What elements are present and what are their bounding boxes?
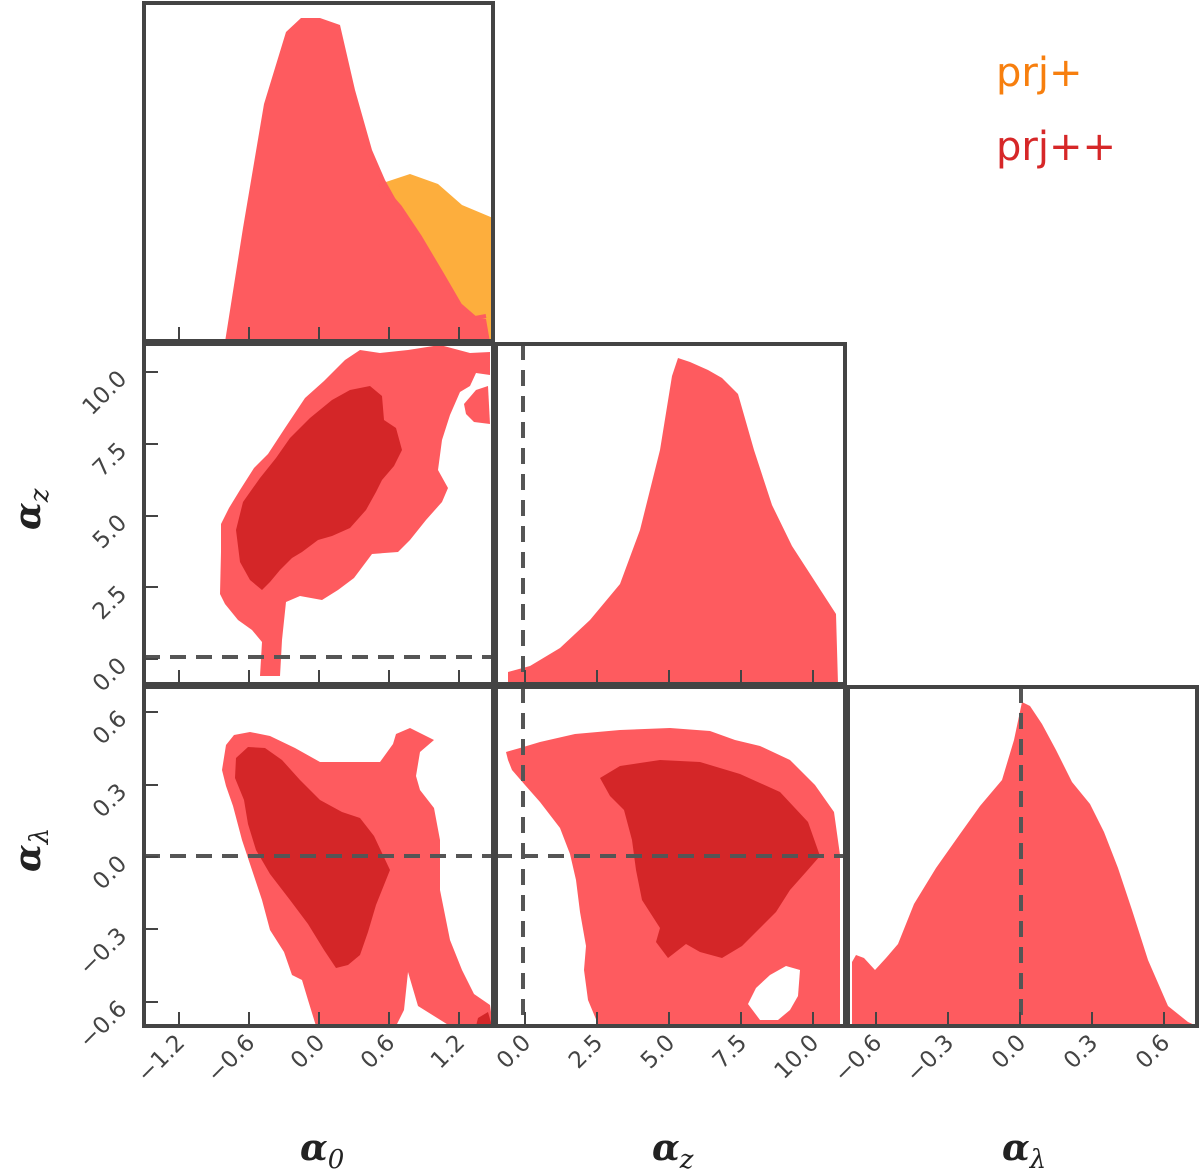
contour-alphaz-alphalambda-68 [600,760,820,958]
panel-alphalambda-marginal [846,685,1199,1028]
tick-label: 0.3 [88,779,132,823]
ticks-panel-alpha0-alphalambda [144,711,460,1026]
contour-alphaz-alphalambda-95-hole [748,966,800,1020]
tick-label: 0.3 [1059,1030,1103,1074]
tick-label: 7.5 [708,1030,752,1074]
tick-label: 0.0 [987,1030,1031,1074]
legend-entry-prj-pp: prj++ [996,124,1116,170]
frame-alpha0-marginal [142,1,495,343]
panel-alphaz-marginal [494,342,847,686]
contour-alpha0-alphaz-95-island [464,386,490,424]
tick-label: 5.0 [636,1030,680,1074]
tick-labels-y-alphaz: 10.0 7.5 5.0 2.5 0.0 [78,366,133,697]
tick-labels-x-alphalambda: −0.6 −0.3 0.0 0.3 0.6 [829,1030,1175,1088]
tick-label: 5.0 [88,510,132,554]
frame-alpha0-alphalambda [142,685,495,1028]
tick-labels-x-alpha0: −1.2 −0.6 0.0 0.6 1.2 [132,1030,470,1088]
tick-label: −0.6 [74,996,132,1054]
tick-labels-x-alphaz: 0.0 2.5 5.0 7.5 10.0 [492,1030,824,1085]
x-axis-label-alphaz: αz [652,1127,694,1175]
tick-label: 0.0 [286,1030,330,1074]
tick-label: 10.0 [770,1030,825,1085]
tick-label: 0.6 [88,706,132,750]
tick-label: −0.6 [202,1030,260,1088]
ticks-panel-alpha0-marginal [178,327,460,341]
tick-label: 0.0 [88,851,132,895]
frame-alpha0-alphaz [142,342,495,686]
x-axis-label-alpha0: α0 [300,1127,344,1175]
ticks-panel-alphaz-alphalambda [524,1012,814,1026]
marginal-alphaz-prj-pp [508,358,838,684]
frame-alphaz-marginal [494,342,847,686]
x-axis-label-alphalambda: αλ [1002,1127,1046,1175]
tick-label: 0.0 [492,1030,536,1074]
y-axis-label-alphaz: αz [7,488,55,530]
panel-alpha0-alphaz [142,342,495,686]
tick-label: −1.2 [132,1030,190,1088]
marginal-alphalambda-prj-pp [852,702,1197,1026]
tick-label: 0.6 [1131,1030,1175,1074]
tick-label: −0.6 [829,1030,887,1088]
tick-label: 10.0 [78,366,133,421]
tick-labels-y-alphalambda: 0.6 0.3 0.0 −0.3 −0.6 [74,706,132,1054]
tick-label: 1.2 [426,1030,470,1074]
frame-alphaz-alphalambda [494,685,847,1028]
tick-label: 0.6 [356,1030,400,1074]
legend-entry-prj-plus: prj+ [996,50,1082,96]
panel-alphaz-alphalambda [494,685,847,1028]
ticks-panel-alphaz-marginal [524,670,814,684]
ticks-panel-alphalambda-marginal [875,1012,1165,1026]
panel-alpha0-alphalambda [142,685,495,1028]
marginal-alpha0-prj-pp [225,18,490,341]
contour-alpha0-alphaz-68 [236,386,402,590]
ticks-panel-alpha0-alphaz [144,371,460,684]
frame-alphalambda-marginal [846,685,1199,1028]
tick-label: −0.3 [901,1030,959,1088]
tick-label: −0.3 [74,923,132,981]
panel-alpha0-marginal [142,1,495,343]
tick-label: 0.0 [88,653,132,697]
contour-alpha0-alphalambda-68-speck [476,1012,492,1026]
y-axis-label-alphalambda: αλ [7,828,55,872]
legend: prj+ prj++ [996,50,1116,170]
marginal-alpha0-prj-pp-edge [378,182,487,321]
tick-label: 7.5 [88,438,132,482]
tick-label: 2.5 [88,581,132,625]
tick-label: 2.5 [564,1030,608,1074]
